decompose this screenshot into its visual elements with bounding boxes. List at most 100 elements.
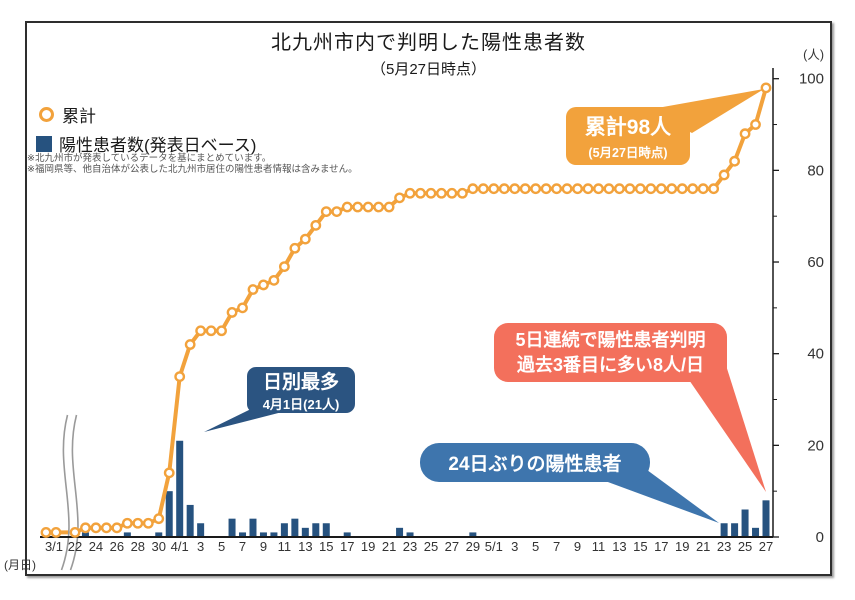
cumulative-point <box>498 183 510 195</box>
chart-subtitle: （5月27日時点） <box>370 61 487 78</box>
cumulative-point <box>111 522 123 534</box>
cumulative-point <box>362 201 374 213</box>
callout-first-in-24days-line1: 24日ぶりの陽性患者 <box>448 454 622 475</box>
x-tick-label: 23 <box>717 539 731 554</box>
bar <box>249 518 257 537</box>
callout-daily-max-line2: 4月1日(21人) <box>262 397 340 412</box>
legend-cumulative-label: 累計 <box>62 107 96 126</box>
footnote-1: ※北九州市が発表しているデータを基にまとめています。 <box>27 153 272 164</box>
x-tick-label: 26 <box>110 539 124 554</box>
cumulative-point <box>582 183 594 195</box>
cumulative-point <box>708 183 720 195</box>
cumulative-point <box>687 183 699 195</box>
axis-break-mark <box>69 414 79 571</box>
cumulative-point <box>467 183 479 195</box>
bar <box>186 504 194 537</box>
cumulative-point <box>341 201 353 213</box>
x-tick-label: 15 <box>633 539 647 554</box>
cumulative-point <box>603 183 615 195</box>
cumulative-point <box>645 183 657 195</box>
axis-break-band <box>61 413 79 572</box>
x-axis-unit-label: (月日) <box>4 558 36 572</box>
cumulative-point <box>404 187 416 199</box>
y-tick-label: 100 <box>799 71 824 88</box>
bar <box>762 500 770 537</box>
bar <box>155 532 163 537</box>
cumulative-point <box>142 517 154 529</box>
callout-streak-tail <box>687 359 766 492</box>
x-tick-label: 15 <box>319 539 333 554</box>
x-tick-label: 27 <box>445 539 459 554</box>
cumulative-point <box>561 183 573 195</box>
x-tick-label: 25 <box>424 539 438 554</box>
cumulative-point <box>205 325 217 337</box>
bar <box>752 527 760 537</box>
cumulative-point <box>352 201 364 213</box>
cumulative-point <box>718 169 730 181</box>
bar <box>291 518 299 537</box>
x-tick-label: 5/1 <box>485 539 503 554</box>
cumulative-point <box>80 522 91 534</box>
y-tick-label: 0 <box>816 529 824 546</box>
cumulative-point <box>50 527 62 538</box>
x-tick-label: 11 <box>278 539 292 554</box>
cumulative-marker-icon <box>39 107 54 122</box>
bar <box>280 523 288 537</box>
callout-streak-line2: 過去3番目に多い8人/日 <box>516 354 705 375</box>
x-tick-label: 3/1 <box>45 539 63 554</box>
cumulative-point <box>195 325 207 337</box>
cumulative-point <box>289 242 301 254</box>
bar <box>123 532 131 537</box>
cumulative-point <box>624 183 636 195</box>
cumulative-point <box>446 187 458 199</box>
bar <box>741 509 749 537</box>
cumulative-point <box>373 201 385 213</box>
cumulative-point <box>40 527 52 538</box>
bar <box>228 518 236 537</box>
x-tick-label: 24 <box>89 539 103 554</box>
cumulative-point <box>216 325 227 337</box>
x-tick-label: 5 <box>532 539 539 554</box>
x-tick-label: 17 <box>654 539 668 554</box>
x-tick-label: 9 <box>574 539 581 554</box>
cumulative-point <box>237 302 248 314</box>
bar <box>259 532 267 537</box>
cumulative-point <box>477 183 489 195</box>
callout-streak-line1: 5日連続で陽性患者判明 <box>515 329 706 350</box>
cumulative-point <box>153 513 165 525</box>
cumulative-point <box>278 261 290 273</box>
x-tick-label: 11 <box>592 539 606 554</box>
cumulative-point <box>593 183 604 195</box>
x-tick-label: 19 <box>675 539 689 554</box>
x-tick-label: 19 <box>361 539 375 554</box>
x-tick-label: 22 <box>68 539 82 554</box>
x-tick-label: 27 <box>759 539 773 554</box>
callout-streak: 5日連続で陽性患者判明 過去3番目に多い8人/日 <box>494 323 727 382</box>
bar <box>176 440 184 537</box>
bar <box>396 527 404 537</box>
callout-cumulative-total-line2: (5月27日時点) <box>588 146 668 160</box>
callout-daily-max: 日別最多 4月1日(21人) <box>247 367 355 413</box>
daily-swatch-icon <box>36 135 52 152</box>
cumulative-point <box>488 183 500 195</box>
axis-break-mark <box>60 414 70 571</box>
bar <box>322 523 330 537</box>
cumulative-point <box>540 183 552 195</box>
x-tick-label: 13 <box>298 539 312 554</box>
y-axis-unit-label: (人) <box>803 48 824 62</box>
cumulative-point <box>436 187 447 199</box>
cumulative-point <box>519 183 531 195</box>
chart-title: 北九州市内で判明した陽性患者数 <box>271 32 586 54</box>
cumulative-point <box>739 128 751 140</box>
cumulative-point <box>174 371 186 382</box>
bar <box>81 532 89 537</box>
bar <box>731 523 739 537</box>
cumulative-point <box>320 206 332 218</box>
y-tick-label: 20 <box>807 437 824 454</box>
x-tick-label: 13 <box>612 539 626 554</box>
callout-daily-max-line1: 日別最多 <box>262 372 339 393</box>
cumulative-point <box>456 187 468 199</box>
x-tick-label: 21 <box>382 539 396 554</box>
